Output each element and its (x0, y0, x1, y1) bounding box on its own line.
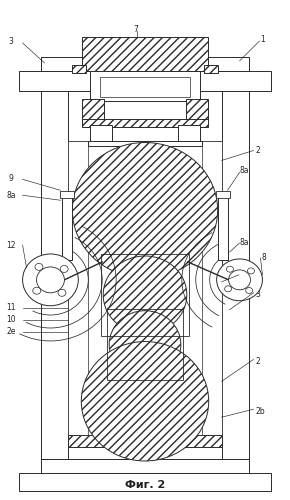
Ellipse shape (103, 256, 187, 334)
Bar (88, 140, 202, 146)
Text: 3: 3 (255, 290, 260, 300)
Bar (216, 192, 230, 198)
Bar (60, 192, 74, 198)
Bar (218, 196, 228, 260)
Text: 2e: 2e (7, 327, 16, 336)
Bar (204, 65, 218, 73)
Ellipse shape (247, 268, 254, 274)
Bar (90, 71, 200, 101)
Text: 8a: 8a (7, 191, 16, 200)
Text: 11: 11 (7, 303, 16, 312)
Ellipse shape (81, 342, 209, 461)
Ellipse shape (217, 259, 262, 301)
Text: 8a: 8a (240, 166, 249, 175)
Bar (82, 37, 208, 71)
Ellipse shape (58, 290, 66, 296)
Ellipse shape (72, 142, 218, 278)
Ellipse shape (229, 270, 251, 290)
Bar (202, 140, 222, 439)
Bar (100, 77, 190, 96)
Bar (68, 140, 222, 439)
Text: 12: 12 (7, 240, 16, 250)
Text: 2b: 2b (255, 406, 265, 416)
Ellipse shape (246, 288, 253, 294)
Ellipse shape (33, 287, 41, 294)
Bar (41, 459, 249, 473)
Text: 8a: 8a (240, 238, 249, 246)
Bar (62, 196, 72, 260)
Text: 2a: 2a (240, 270, 249, 280)
Text: 2: 2 (255, 357, 260, 366)
Bar (19, 71, 271, 91)
Text: 8: 8 (262, 254, 266, 262)
Bar (82, 118, 208, 126)
Ellipse shape (23, 254, 78, 306)
Ellipse shape (225, 286, 232, 292)
Text: Фиг. 2: Фиг. 2 (125, 480, 165, 490)
Text: 7: 7 (133, 24, 138, 34)
Text: 3: 3 (9, 36, 14, 46)
Bar (101, 254, 189, 336)
Bar (82, 98, 104, 120)
Ellipse shape (35, 264, 43, 270)
Bar (178, 124, 200, 144)
Text: 9: 9 (9, 174, 14, 183)
Bar (72, 65, 86, 73)
Bar (41, 91, 68, 459)
Bar (186, 98, 208, 120)
Bar (107, 308, 183, 380)
Text: 10: 10 (7, 315, 16, 324)
Bar (222, 91, 249, 459)
Bar (90, 124, 112, 144)
Ellipse shape (37, 267, 64, 293)
Ellipse shape (109, 310, 181, 378)
Text: 2: 2 (255, 146, 260, 155)
Ellipse shape (226, 266, 233, 272)
Bar (68, 140, 88, 439)
Bar (19, 473, 271, 491)
Ellipse shape (60, 266, 68, 272)
Bar (41, 57, 249, 71)
Text: 1: 1 (260, 34, 265, 43)
Bar (68, 435, 222, 447)
